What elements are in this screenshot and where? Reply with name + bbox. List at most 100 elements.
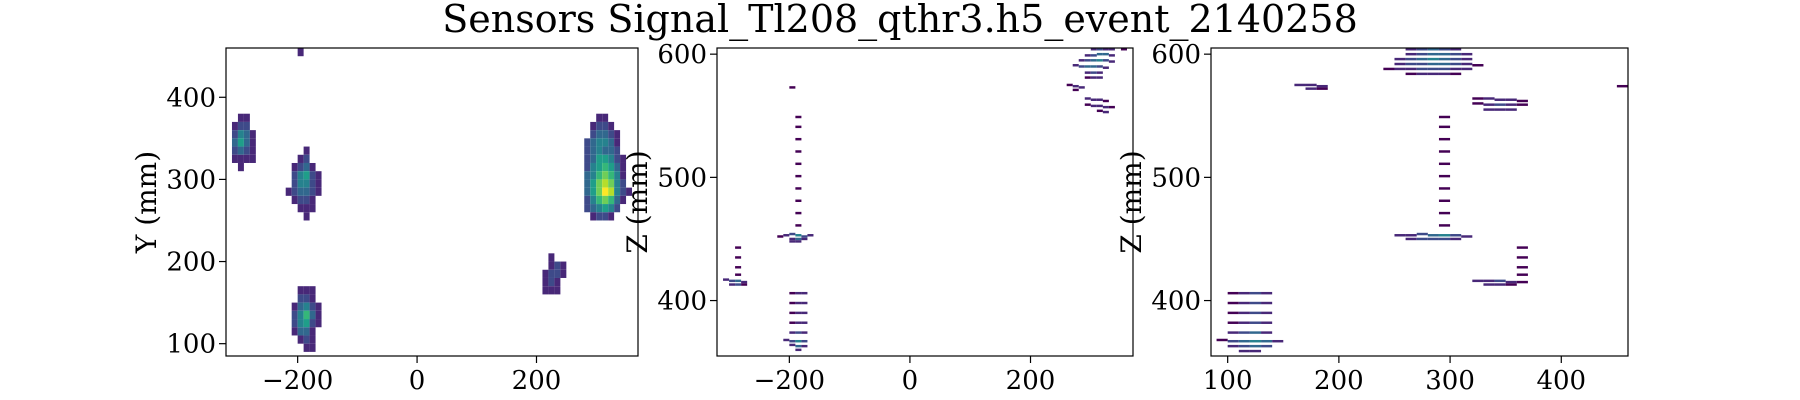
heatmap-cell [584, 179, 591, 188]
heatmap-cell [783, 338, 790, 342]
heatmap-cell [1072, 88, 1079, 92]
heatmap-cell [789, 331, 796, 334]
heatmap-cell [1516, 280, 1528, 284]
heatmap-cell [789, 291, 796, 295]
heatmap-cell [1505, 108, 1517, 111]
heatmap-cell [249, 146, 256, 155]
heatmap-cell [243, 154, 250, 163]
heatmap-cell [1405, 237, 1417, 241]
heatmap-cell [1516, 246, 1528, 249]
heatmap-cell [1450, 62, 1462, 66]
heatmap-cell [1120, 48, 1127, 51]
x-tick-label: 200 [1006, 366, 1056, 396]
heatmap-cell [608, 212, 615, 221]
heatmap-cell [1090, 98, 1097, 101]
heatmap-cell [297, 286, 304, 295]
heatmap-cell [1438, 137, 1451, 141]
heatmap-cell [608, 154, 615, 163]
heatmap-cell [1316, 87, 1328, 90]
heatmap-cell [1072, 84, 1079, 88]
heatmap-cell [1416, 232, 1428, 236]
heatmap-cell [608, 130, 615, 139]
heatmap-cell [1084, 103, 1091, 106]
y-axis-label: Z (mm) [1115, 150, 1148, 253]
heatmap-cell [291, 319, 298, 328]
heatmap-cell [1261, 291, 1273, 295]
heatmap-cell [614, 154, 621, 163]
heatmap-cell [1084, 59, 1091, 62]
heatmap-cell [608, 187, 615, 196]
heatmap-cell [795, 331, 802, 334]
heatmap-cell [291, 162, 298, 172]
heatmap-cell [729, 279, 736, 283]
heatmap-cell [795, 125, 802, 129]
heatmap-cell [1438, 48, 1451, 51]
heatmap-cell [1416, 48, 1428, 51]
heatmap-cells [723, 48, 1127, 352]
heatmap-cell [285, 187, 292, 196]
heatmap-cell [795, 291, 802, 295]
heatmap-cell [596, 187, 603, 196]
heatmap-cell [297, 154, 304, 163]
heatmap-cell [602, 130, 609, 139]
heatmap-cell [1102, 110, 1109, 114]
panel-3: 100 200 300 400 400 500 600 Z (mm) [1115, 40, 1629, 396]
heatmap-cell [807, 234, 814, 237]
heatmap-cell [1483, 283, 1495, 286]
heatmap-cell [1438, 174, 1451, 178]
y-tick-label: 600 [657, 40, 707, 70]
heatmap-cell [554, 286, 561, 295]
heatmap-cell [1078, 59, 1085, 62]
heatmap-cell [297, 310, 304, 320]
heatmap-cell [231, 154, 238, 163]
heatmap-cell [303, 294, 310, 303]
heatmap-cell [1483, 103, 1495, 106]
heatmap-cell [1438, 62, 1451, 66]
heatmap-cell [596, 146, 603, 155]
heatmap-cell [795, 348, 802, 352]
heatmap-cell [249, 138, 256, 147]
heatmap-cell [1238, 301, 1250, 305]
heatmap-cell [789, 311, 796, 315]
heatmap-cell [1416, 72, 1428, 76]
y-axis-label: Y (mm) [130, 151, 163, 254]
heatmap-cell [1516, 103, 1528, 106]
heatmap-cell [789, 301, 796, 305]
heatmap-cell [1516, 266, 1528, 269]
heatmap-cell [584, 171, 591, 180]
heatmap-cell [596, 130, 603, 139]
heatmap-cell [1416, 67, 1428, 71]
heatmap-cell [590, 179, 597, 188]
heatmap-cell [735, 273, 742, 276]
heatmap-cell [614, 179, 621, 188]
heatmap-cell [608, 179, 615, 188]
plot-frame [716, 47, 1134, 357]
heatmap-cell [795, 224, 802, 227]
heatmap-cell [297, 187, 304, 196]
heatmap-cell [297, 179, 304, 188]
heatmap-cell [1461, 235, 1473, 238]
heatmap-cell [590, 146, 597, 155]
heatmap-cell [584, 187, 591, 196]
heatmap-cell [231, 130, 238, 139]
heatmap-cell [735, 283, 742, 286]
heatmap-cell [309, 343, 316, 352]
heatmap-cell [231, 138, 238, 147]
heatmap-cell [1494, 108, 1506, 111]
heatmap-cell [309, 319, 316, 328]
heatmap-cell [237, 146, 244, 155]
heatmap-cell [590, 154, 597, 163]
heatmap-cell [303, 187, 310, 196]
heatmap-cell [291, 171, 298, 180]
heatmap-cell [795, 321, 802, 324]
heatmap-cell [1261, 331, 1273, 334]
heatmap-cell [297, 162, 304, 172]
heatmap-cell [1416, 237, 1428, 241]
heatmap-cell [231, 146, 238, 155]
heatmap-cell [1405, 72, 1417, 76]
heatmap-cell [1505, 283, 1517, 286]
heatmap-cell [1102, 99, 1109, 103]
heatmap-cell [783, 234, 790, 237]
heatmap-cell [237, 121, 244, 131]
heatmap-cell [243, 121, 250, 131]
